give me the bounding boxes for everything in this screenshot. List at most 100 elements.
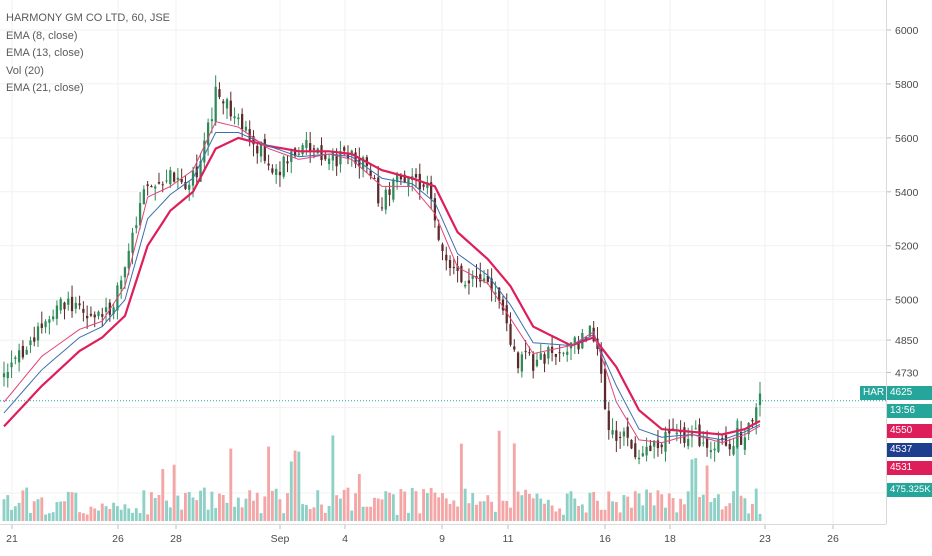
candle-body: [120, 280, 123, 289]
candle-body: [203, 140, 206, 163]
candle-body: [653, 440, 656, 447]
candle-body: [392, 179, 395, 200]
candle-body: [361, 157, 365, 170]
candle-body: [384, 189, 387, 210]
candle-body: [331, 151, 334, 161]
candle-body: [388, 189, 391, 195]
volume-bar: [509, 507, 512, 521]
candle-body: [282, 156, 285, 177]
volume-bar: [592, 491, 596, 521]
volume-bar: [743, 498, 747, 521]
candle-body: [562, 352, 565, 354]
candle-body: [101, 314, 104, 317]
volume-bar: [229, 448, 233, 521]
candle-body: [520, 354, 523, 372]
candle-body: [566, 351, 569, 355]
volume-bar: [233, 506, 237, 521]
volume-bar: [346, 487, 350, 521]
candle-body: [619, 436, 622, 438]
volume-bar: [505, 500, 509, 521]
price-tick-label: 5400: [895, 187, 919, 199]
volume-bar: [656, 490, 660, 521]
volume-bar: [584, 512, 588, 521]
candle-body: [63, 302, 66, 310]
volume-bar: [448, 503, 452, 521]
candle-body: [10, 362, 13, 368]
volume-bar: [694, 458, 698, 521]
volume-bar: [278, 499, 282, 521]
date-tick-label: 28: [170, 533, 182, 545]
volume-bar: [255, 492, 259, 521]
candle-body: [479, 274, 482, 282]
candles: [2, 75, 762, 465]
volume-bar: [425, 493, 429, 521]
volume-bar: [199, 490, 202, 521]
price-tick-label: 5800: [895, 79, 919, 91]
volume-bar: [716, 494, 720, 521]
volume-bar: [709, 502, 713, 521]
candle-body: [622, 431, 626, 437]
candle-body: [25, 349, 28, 355]
candle-body: [573, 337, 576, 345]
legend-ema8[interactable]: EMA (8, close): [6, 29, 78, 42]
candle-body: [395, 174, 399, 183]
volume-bar: [667, 493, 671, 521]
volume-bar: [146, 514, 150, 521]
volume-bar: [369, 506, 373, 521]
legend-ema21[interactable]: EMA (21, close): [6, 82, 84, 94]
legend-vol[interactable]: Vol (20): [6, 64, 44, 77]
price-tick-label: 5000: [895, 295, 919, 307]
candle-body: [437, 225, 440, 240]
candle-body: [17, 350, 21, 363]
volume-bar: [108, 508, 112, 521]
volume-bar: [218, 493, 221, 521]
volume-bar: [191, 497, 195, 521]
volume-bar: [93, 508, 97, 521]
volume-bar: [210, 491, 214, 521]
volume-bar: [713, 498, 717, 521]
volume-bar: [168, 507, 172, 521]
volume-bar: [690, 459, 694, 521]
volume-bar: [452, 500, 456, 521]
candle-body: [426, 182, 429, 188]
candle-body: [150, 186, 153, 188]
volume-bar: [270, 490, 274, 521]
volume-bar: [512, 443, 516, 521]
volume-bar: [286, 493, 289, 521]
candle-body: [55, 305, 59, 319]
candle-body: [456, 265, 459, 271]
candle-body: [694, 428, 697, 430]
candle-body: [112, 307, 115, 314]
volume-bar: [531, 498, 535, 521]
volume-bar: [221, 494, 225, 521]
volume-bar: [467, 503, 471, 521]
candle-body: [40, 323, 43, 329]
candle-body: [2, 373, 6, 378]
volume-bar: [127, 508, 131, 521]
candle-body: [577, 341, 580, 350]
candle-body: [286, 161, 289, 164]
legend-ema13[interactable]: EMA (13, close): [6, 47, 84, 59]
volume-bar: [441, 493, 444, 521]
chart-area[interactable]: HARMONY GM CO LTD, 60, JSE EMA (8, close…: [0, 0, 886, 524]
volume-bar: [149, 492, 153, 521]
candle-body: [131, 232, 134, 253]
candle-body: [210, 119, 214, 122]
volume-bar: [104, 506, 108, 521]
volume-bar: [546, 499, 550, 521]
candle-body: [498, 287, 501, 301]
candle-body: [705, 438, 709, 448]
volume-bar: [131, 512, 134, 521]
volume-bar: [342, 489, 346, 521]
date-axis[interactable]: 21 26 28 Sep 4 9 11 16 18 23 26: [0, 524, 886, 551]
price-tick-label: 5600: [895, 133, 919, 145]
volume-bar: [444, 498, 448, 521]
price-chart[interactable]: [0, 0, 886, 524]
candle-body: [44, 321, 47, 328]
candle-body: [369, 170, 372, 177]
candle-body: [509, 323, 512, 345]
volume-bar: [161, 469, 165, 521]
volume-bar: [588, 492, 592, 521]
volume-bar: [463, 488, 467, 521]
volume-bars: [2, 420, 762, 521]
